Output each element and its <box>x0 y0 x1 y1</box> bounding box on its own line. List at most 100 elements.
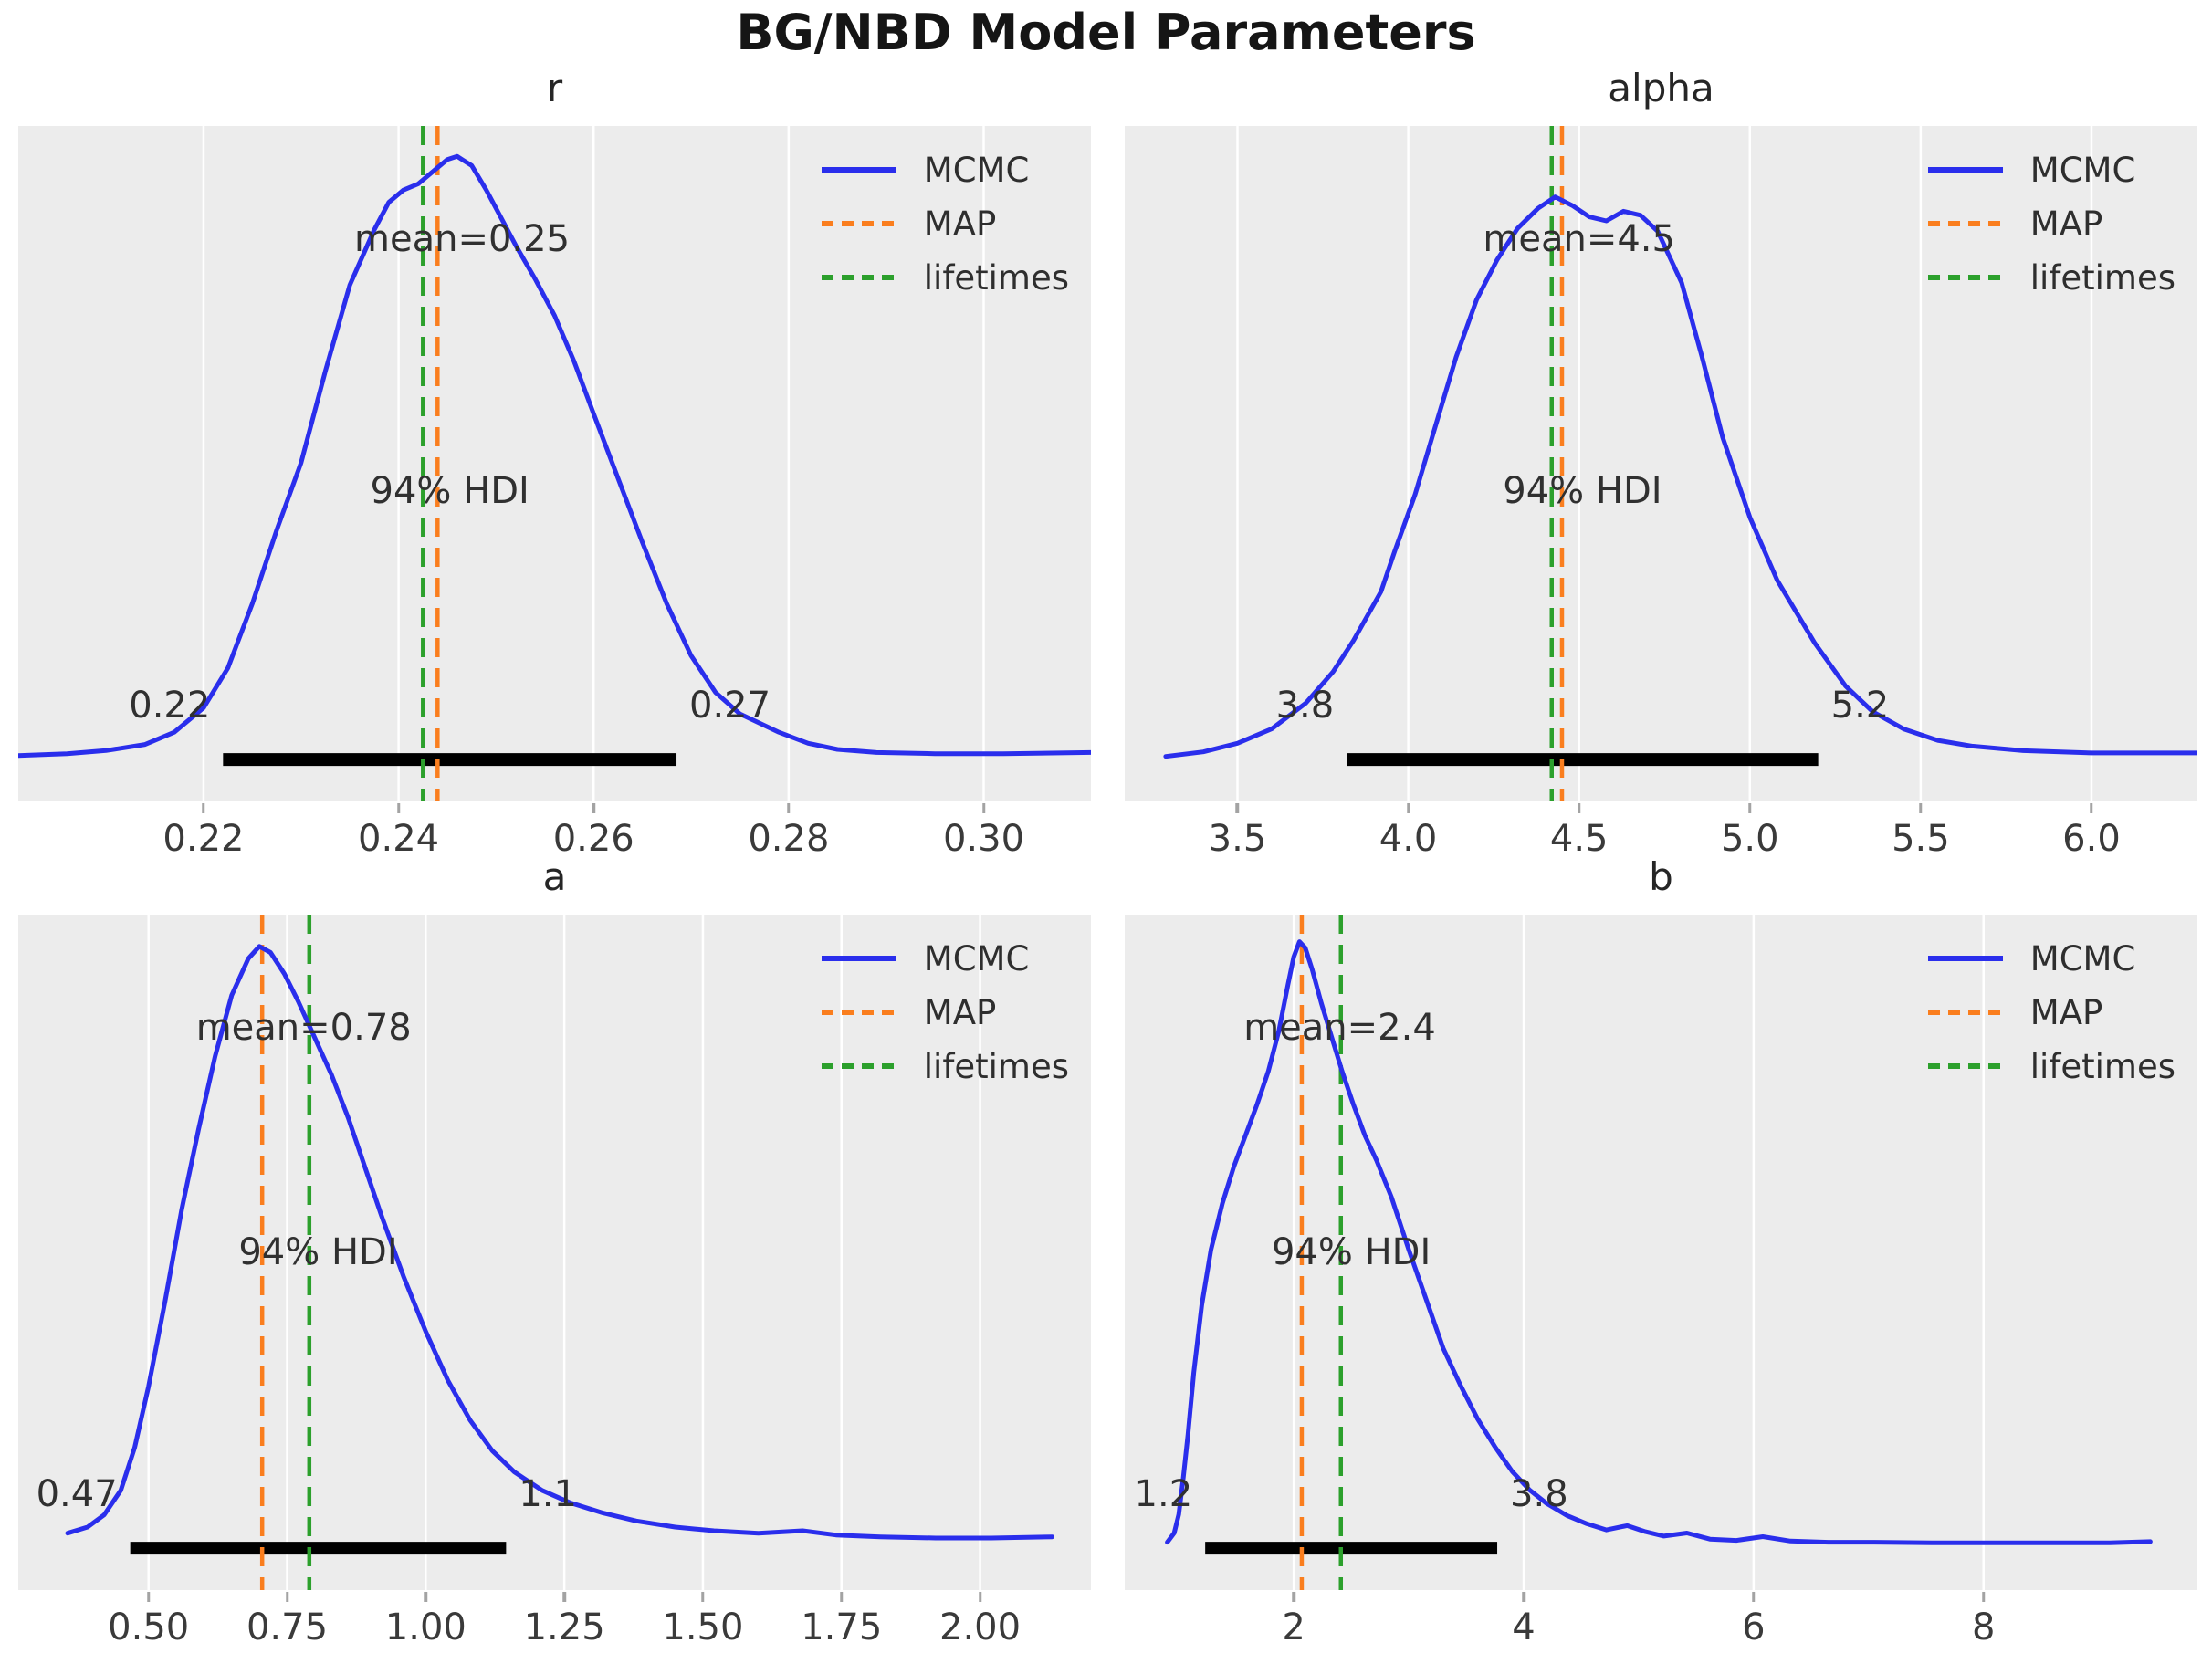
dashed-line-icon <box>1927 275 2003 280</box>
tick-label: 4.0 <box>1379 818 1438 860</box>
tick-mark <box>978 1592 982 1602</box>
plot-area: mean=0.78 94% HDI 0.47 1.1 MCMC MAP life… <box>18 915 1091 1590</box>
plot-area: mean=4.5 94% HDI 3.8 5.2 MCMC MAP lifeti… <box>1125 126 2197 801</box>
hdi-bar <box>223 753 677 767</box>
tick-label: 2 <box>1282 1606 1305 1648</box>
tick-label: 4.5 <box>1549 818 1609 860</box>
legend-item-lifetimes: lifetimes <box>821 257 1069 298</box>
subplot-title: a <box>542 854 567 899</box>
tick-label: 2.00 <box>939 1606 1022 1648</box>
tick-mark <box>1292 1592 1295 1602</box>
hdi-annotation: 94% HDI <box>1503 469 1662 512</box>
tick-mark <box>285 1592 289 1602</box>
tick-label: 0.30 <box>942 818 1025 860</box>
tick-label: 3.5 <box>1208 818 1267 860</box>
plot-area: mean=0.25 94% HDI 0.22 0.27 MCMC MAP lif… <box>18 126 1091 801</box>
tick-mark <box>839 1592 844 1602</box>
hdi-upper-label: 1.1 <box>519 1472 577 1515</box>
tick-mark <box>1982 1592 1986 1602</box>
subplot-title: b <box>1649 854 1673 899</box>
legend-item-lifetimes: lifetimes <box>1927 257 2175 298</box>
legend: MCMC MAP lifetimes <box>821 150 1069 298</box>
tick-label: 8 <box>1972 1606 1996 1648</box>
tick-mark <box>2090 803 2093 813</box>
legend: MCMC MAP lifetimes <box>1927 938 2175 1086</box>
hdi-annotation: 94% HDI <box>1271 1231 1431 1273</box>
legend-item-map: MAP <box>821 204 1069 244</box>
subplot-alpha: alpha mean=4.5 94% HDI 3.8 5.2 MCMC MAP … <box>1125 66 2197 860</box>
hdi-upper-label: 3.8 <box>1510 1472 1568 1515</box>
kde-plot-svg <box>1163 126 2197 801</box>
legend-item-mcmc: MCMC <box>821 938 1069 979</box>
kde-curve <box>1163 194 2197 759</box>
tick-label: 0.50 <box>108 1606 190 1648</box>
subplot-a: a mean=0.78 94% HDI 0.47 1.1 MCMC MAP li… <box>18 854 1091 1648</box>
legend: MCMC MAP lifetimes <box>1927 150 2175 298</box>
hdi-annotation: 94% HDI <box>238 1231 398 1273</box>
subplot-title: r <box>546 66 563 110</box>
dashed-line-icon <box>821 221 896 226</box>
tick-label: 0.75 <box>246 1606 329 1648</box>
legend-item-mcmc: MCMC <box>821 150 1069 190</box>
subplot-b: b mean=2.4 94% HDI 1.2 3.8 MCMC MAP life… <box>1125 854 2197 1648</box>
figure-title: BG/NBD Model Parameters <box>736 4 1476 61</box>
dashed-line-icon <box>1927 1010 2003 1015</box>
tick-label: 0.24 <box>358 818 440 860</box>
hdi-lower-label: 3.8 <box>1275 684 1335 727</box>
tick-label: 0.28 <box>748 818 830 860</box>
legend-label: MCMC <box>923 150 1030 190</box>
tick-mark <box>701 1592 705 1602</box>
hdi-lower-label: 1.2 <box>1134 1472 1193 1515</box>
tick-mark <box>424 1592 428 1602</box>
legend-label: MAP <box>923 992 997 1032</box>
dashed-line-icon <box>821 1010 896 1015</box>
kde-curve <box>65 944 1054 1541</box>
tick-mark <box>1752 1592 1756 1602</box>
legend-label: MAP <box>923 204 997 244</box>
tick-label: 1.00 <box>384 1606 467 1648</box>
tick-mark <box>1406 803 1410 813</box>
legend-label: MCMC <box>2029 150 2136 190</box>
tick-label: 5.0 <box>1720 818 1779 860</box>
tick-mark <box>396 803 401 813</box>
legend-label: lifetimes <box>2029 1046 2175 1086</box>
legend-label: MAP <box>2029 204 2103 244</box>
hdi-bar <box>1347 753 1819 767</box>
legend-item-lifetimes: lifetimes <box>1927 1046 2175 1086</box>
tick-mark <box>1577 803 1581 813</box>
tick-label: 1.50 <box>662 1606 744 1648</box>
kde-plot-svg <box>1165 915 2153 1590</box>
mean-annotation: mean=0.78 <box>195 1007 412 1050</box>
legend-item-map: MAP <box>821 992 1069 1032</box>
tick-mark <box>562 1592 566 1602</box>
tick-label: 0.26 <box>552 818 634 860</box>
solid-line-icon <box>1927 167 2003 173</box>
tick-label: 5.5 <box>1892 818 1950 860</box>
tick-label: 1.75 <box>801 1606 883 1648</box>
legend-item-mcmc: MCMC <box>1927 938 2175 979</box>
hdi-upper-label: 5.2 <box>1830 684 1890 727</box>
legend-label: MCMC <box>2029 938 2136 979</box>
legend-item-mcmc: MCMC <box>1927 150 2175 190</box>
legend-item-map: MAP <box>1927 204 2175 244</box>
solid-line-icon <box>821 167 896 173</box>
tick-mark <box>1522 1592 1525 1602</box>
mean-annotation: mean=0.25 <box>354 218 571 261</box>
legend: MCMC MAP lifetimes <box>821 938 1069 1086</box>
legend-label: MAP <box>2029 992 2103 1032</box>
tick-mark <box>787 803 791 813</box>
legend-label: MCMC <box>923 938 1030 979</box>
dashed-line-icon <box>821 275 896 280</box>
tick-label: 6 <box>1742 1606 1766 1648</box>
hdi-bar <box>130 1542 507 1555</box>
legend-label: lifetimes <box>2029 257 2175 298</box>
tick-mark <box>1919 803 1923 813</box>
mean-annotation: mean=2.4 <box>1243 1007 1436 1050</box>
tick-mark <box>1235 803 1240 813</box>
kde-plot-svg <box>65 915 1054 1590</box>
legend-item-map: MAP <box>1927 992 2175 1032</box>
subplot-r: r mean=0.25 94% HDI 0.22 0.27 MCMC MAP l… <box>18 66 1091 860</box>
tick-mark <box>1748 803 1752 813</box>
dashed-line-icon <box>821 1063 896 1069</box>
